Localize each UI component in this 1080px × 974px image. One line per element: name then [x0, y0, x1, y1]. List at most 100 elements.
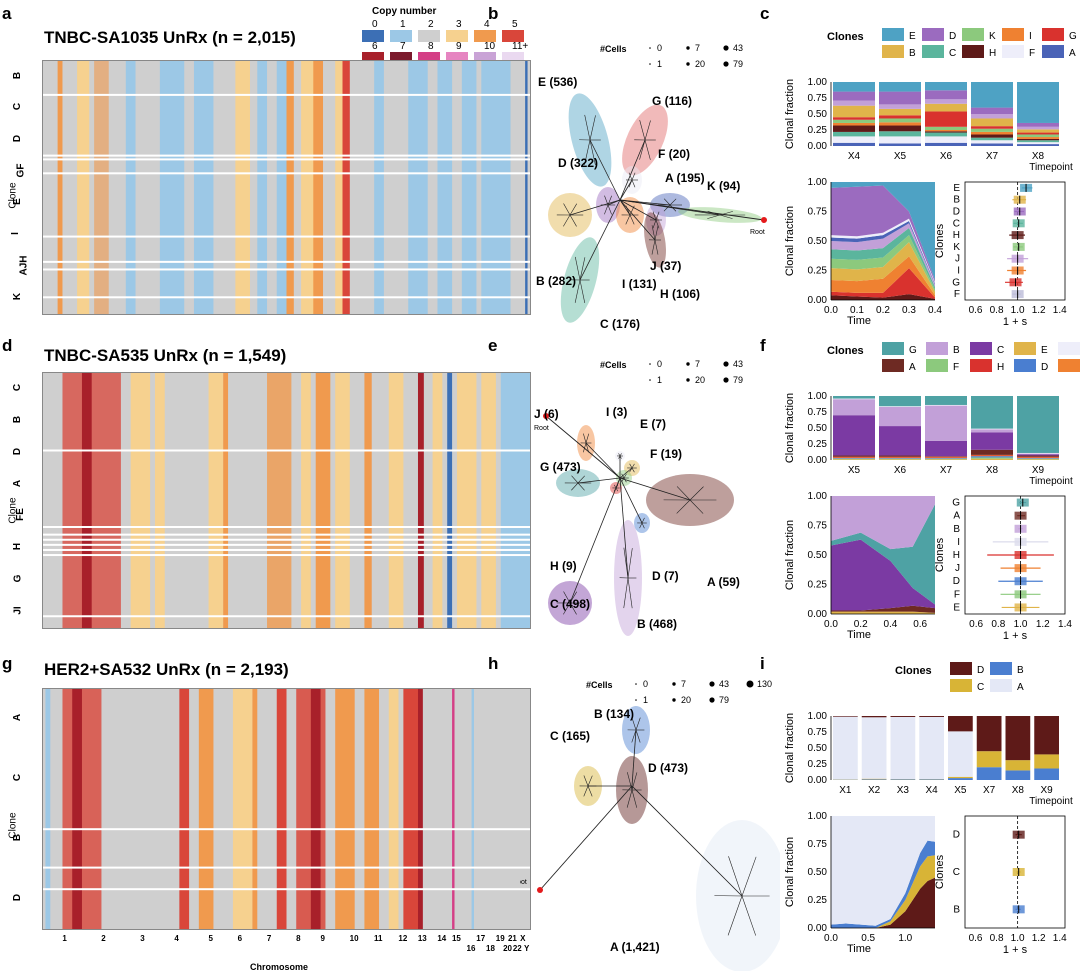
bar-segment: [976, 716, 1002, 752]
chromosome-tick-label: Y: [524, 944, 530, 953]
x-tick-label: 1.4: [1053, 933, 1067, 944]
legend-swatch: [1058, 342, 1080, 355]
bar-segment: [833, 457, 875, 459]
x-tick-label: 0.6: [969, 933, 983, 944]
heatmap-canvas: [43, 689, 530, 929]
bar-segment: [879, 143, 921, 146]
y-tick-label: 0.75: [808, 207, 828, 218]
tree-branch: [569, 602, 577, 615]
area-series: [831, 294, 935, 300]
y-tick-label: E: [953, 183, 960, 194]
bar-segment: [925, 456, 967, 457]
bar-segment: [861, 717, 887, 779]
copy-number-label: 6: [372, 41, 378, 52]
legend-label: H: [989, 48, 996, 59]
x-tick-label: 0.0: [824, 619, 838, 630]
tree-branch: [619, 455, 622, 459]
bar-segment: [971, 454, 1013, 456]
clone-labels-d: C B D A FE H G JI: [12, 372, 38, 627]
heatmap-band: [276, 61, 287, 314]
area-series: [831, 855, 935, 928]
bar-segment: [833, 125, 875, 132]
legend-swatch: [882, 342, 904, 355]
tree-branch: [579, 199, 621, 281]
bar-segment: [879, 457, 921, 459]
tree-branch: [627, 548, 633, 579]
clone-node-label: F (19): [650, 447, 682, 461]
bar-segment: [976, 751, 1002, 768]
heatmap-band: [403, 689, 418, 929]
legend-label: H: [997, 362, 1004, 373]
root-label: Root: [534, 425, 549, 432]
clone-node-label: I (3): [606, 405, 627, 419]
tree-branch: [619, 199, 656, 241]
heatmap-band: [452, 689, 455, 929]
bar-segment: [1017, 122, 1059, 127]
bar-segment: [833, 136, 875, 143]
tree-branch: [629, 467, 633, 473]
area-series: [831, 539, 935, 611]
clone-separator: [43, 538, 530, 541]
bar-segment: [919, 779, 944, 780]
tree-branch: [574, 279, 581, 303]
tree-branch: [644, 139, 651, 160]
copy-number-label: 7: [400, 41, 406, 52]
cells-legend-label: 79: [719, 695, 729, 705]
bar-segment: [925, 90, 967, 100]
heatmap-band: [301, 61, 316, 314]
y-tick-label: 1.00: [808, 491, 828, 502]
y-tick-label: 0.75: [808, 839, 828, 850]
heatmap-band: [364, 689, 380, 929]
copy-number-swatch: [502, 30, 524, 42]
bar-segment: [971, 137, 1013, 141]
cells-legend-dot: [635, 683, 637, 685]
heatmap-band: [155, 373, 165, 628]
cells-legend-dot: [686, 62, 690, 66]
tree-branch: [577, 477, 621, 484]
heatmap-band: [481, 61, 511, 314]
heatmap-band: [456, 373, 477, 628]
heatmap-band: [267, 373, 292, 628]
tree-branch: [618, 453, 621, 457]
bar-segment: [890, 779, 916, 780]
tree-branch: [689, 486, 704, 501]
heatmap-band: [335, 373, 350, 628]
x-tick-label: 0.2: [854, 619, 868, 630]
x-tick-label: 1.0: [1011, 305, 1025, 316]
cells-legend-dot: [686, 46, 690, 50]
tree-branch: [584, 139, 591, 165]
x-tick-label: 0.6: [969, 619, 983, 630]
clone-label: E: [11, 198, 23, 206]
tree-branch: [676, 499, 691, 514]
legend-swatch: [1014, 359, 1036, 372]
x-tick-label: 0.4: [883, 619, 897, 630]
bar-segment: [948, 778, 973, 780]
bar-segment: [879, 115, 921, 119]
cells-legend-label: 1: [657, 59, 662, 69]
cells-legend-label: 20: [695, 375, 705, 385]
cells-legend-label: 79: [733, 375, 743, 385]
bar-segment: [925, 99, 967, 104]
root-branch: [545, 415, 621, 479]
bar-segment: [1017, 396, 1059, 453]
heatmap-band: [130, 373, 151, 628]
bar-segment: [1005, 770, 1031, 780]
root-node: [543, 413, 549, 419]
tree-branch: [583, 433, 587, 444]
legend-label: D: [949, 31, 956, 42]
legend-label: E: [1041, 345, 1048, 356]
bar-segment: [879, 458, 921, 459]
tree-branch: [654, 225, 659, 241]
tree-branch: [631, 172, 636, 181]
tree-branch: [629, 205, 635, 216]
cells-legend-label: 0: [643, 679, 648, 689]
heatmap-band: [447, 373, 453, 628]
bar-segment: [971, 396, 1013, 429]
panel-label-h: h: [488, 654, 499, 673]
x-tick-label: 0.6: [913, 619, 927, 630]
chromosome-tick-label: 16: [466, 944, 476, 953]
bar-segment: [879, 136, 921, 144]
legend-label: A: [1017, 682, 1024, 693]
x-tick-label: 1.2: [1032, 933, 1046, 944]
y-tick-label: J: [955, 563, 960, 574]
